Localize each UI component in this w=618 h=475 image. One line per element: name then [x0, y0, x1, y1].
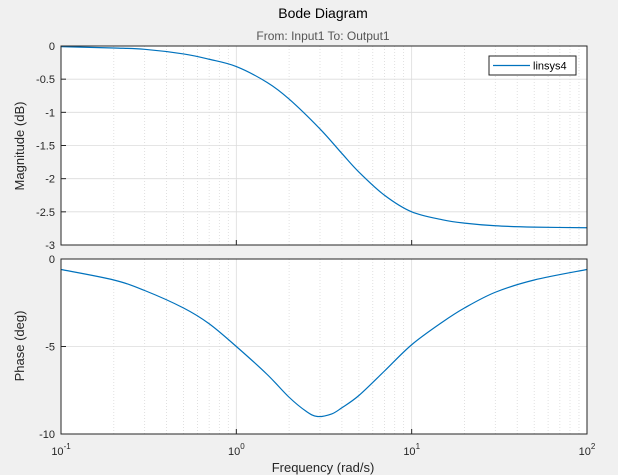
chart-subtitle: From: Input1 To: Output1: [256, 29, 390, 43]
y-tick-label: -3: [45, 240, 55, 252]
magnitude-series: [60, 46, 588, 229]
x-tick-label: 101: [403, 442, 420, 458]
x-tick-label: 10-1: [51, 442, 71, 458]
y-tick-label: -2: [45, 174, 55, 186]
phase-series: [60, 268, 588, 418]
y-tick-label: 0: [49, 41, 55, 53]
phase-y-ticks: 0 -5 -10: [39, 254, 588, 441]
legend-box: [488, 55, 577, 76]
magnitude-y-ticks: 0 -0.5 -1 -1.5 -2 -2.5 -3: [36, 41, 588, 252]
phase-panel: 0 -5 -10 Phase (deg): [12, 254, 588, 441]
magnitude-line-linsys4: [60, 46, 588, 229]
magnitude-y-axis-label: Magnitude (dB): [12, 102, 27, 191]
magnitude-panel: 0 -0.5 -1 -1.5 -2 -2.5 -3 Magnitude (dB) linsy…: [12, 41, 588, 252]
y-tick-label: -1.5: [36, 141, 55, 153]
y-tick-label: -0.5: [36, 74, 55, 86]
phase-line-linsys4: [60, 268, 588, 418]
legend: linsys4: [488, 55, 577, 76]
y-tick-label: 0: [49, 254, 55, 266]
phase-y-axis-label: Phase (deg): [12, 311, 27, 382]
x-tick-label: 102: [579, 442, 596, 458]
y-tick-label: -5: [45, 342, 55, 354]
x-axis-label: Frequency (rad/s): [272, 460, 375, 475]
x-ticks: 10-1 100 101 102: [51, 442, 596, 458]
x-tick-label: 100: [228, 442, 245, 458]
y-tick-label: -1: [45, 107, 55, 119]
chart-title: Bode Diagram: [278, 5, 368, 21]
y-tick-label: -2.5: [36, 207, 55, 219]
y-tick-label: -10: [39, 429, 55, 441]
legend-entry-linsys4: linsys4: [533, 61, 567, 73]
